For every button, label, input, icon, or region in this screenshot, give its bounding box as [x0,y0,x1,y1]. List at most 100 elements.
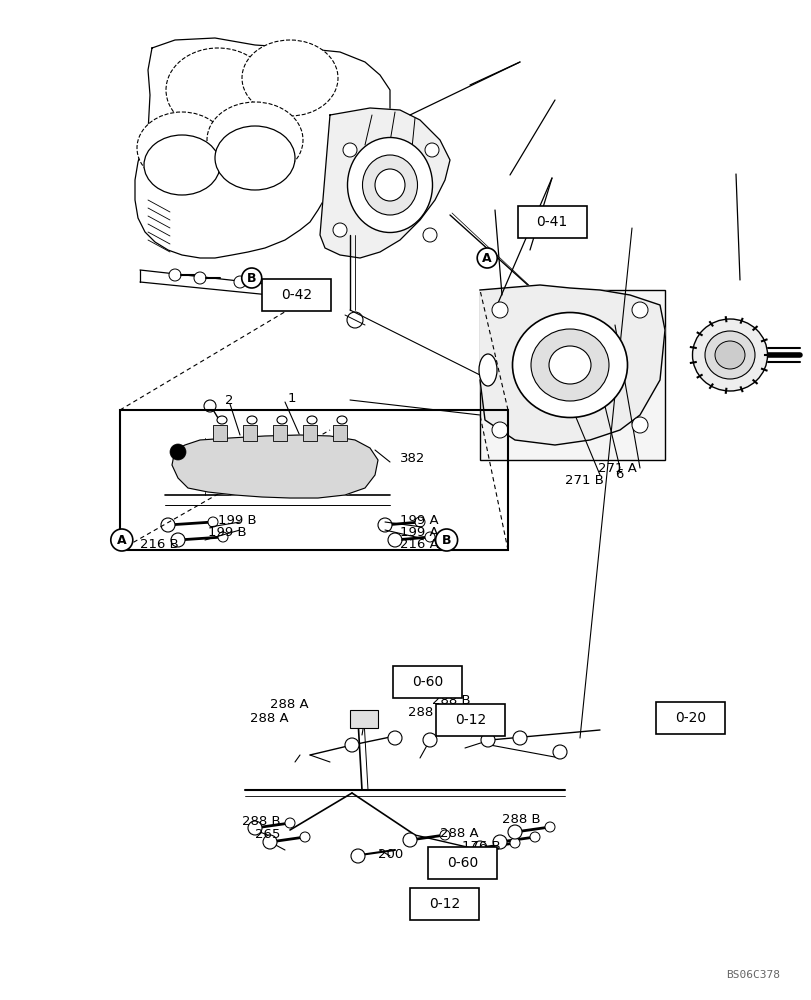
Text: 288 B: 288 B [501,813,540,826]
Circle shape [423,228,436,242]
Bar [242,425,257,441]
Text: 199 A: 199 A [400,514,438,526]
Text: A: A [482,251,491,264]
Text: 288 A: 288 A [250,711,288,724]
Circle shape [480,733,495,747]
Bar [261,279,331,311]
Ellipse shape [337,416,346,424]
Ellipse shape [375,169,405,201]
Polygon shape [172,435,378,498]
Circle shape [169,269,181,281]
Text: 288 A: 288 A [440,827,478,840]
Bar [436,704,504,736]
Polygon shape [135,38,389,258]
Ellipse shape [548,346,590,384]
Bar [517,206,586,238]
Bar [120,410,508,550]
Circle shape [378,518,392,532]
Ellipse shape [714,341,744,369]
Bar [350,710,378,728]
Text: 271 B: 271 B [564,474,603,487]
Bar [428,847,496,879]
Circle shape [169,444,186,460]
Text: 2: 2 [225,393,234,406]
Text: 216 A: 216 A [400,538,438,550]
Circle shape [473,841,487,855]
Text: 0-60: 0-60 [412,675,443,689]
Bar [272,425,286,441]
Circle shape [110,529,133,551]
Ellipse shape [347,138,432,233]
Bar [479,290,664,460]
Bar [393,666,462,698]
Bar [333,425,346,441]
Ellipse shape [704,331,754,379]
Circle shape [414,517,424,527]
Ellipse shape [165,48,270,132]
Text: 265: 265 [255,828,280,841]
Text: 288 A: 288 A [270,698,308,711]
Circle shape [217,532,228,542]
Circle shape [424,532,435,542]
Circle shape [513,731,526,745]
Circle shape [631,417,647,433]
Bar [410,888,479,920]
Circle shape [424,143,439,157]
Text: A: A [117,534,127,546]
Ellipse shape [217,416,227,424]
Circle shape [234,276,246,288]
Text: 382: 382 [400,452,425,464]
Circle shape [333,223,346,237]
Polygon shape [320,108,449,258]
Text: 200: 200 [378,848,403,861]
Circle shape [492,835,506,849]
Text: 216 B: 216 B [139,538,178,550]
Circle shape [423,733,436,747]
Bar [212,425,227,441]
Circle shape [342,143,357,157]
Ellipse shape [478,354,496,386]
Circle shape [388,731,401,745]
Text: 199 B: 199 B [217,514,256,526]
Text: 288 B: 288 B [407,706,446,718]
Circle shape [285,818,294,828]
Circle shape [346,312,363,328]
Text: 176 B: 176 B [461,840,500,853]
Text: 0-42: 0-42 [281,288,311,302]
Circle shape [402,833,417,847]
Ellipse shape [242,40,337,116]
Circle shape [477,248,496,268]
Ellipse shape [362,155,417,215]
Ellipse shape [144,135,220,195]
Bar [654,702,723,734]
Circle shape [509,838,519,848]
Text: BS06C378: BS06C378 [725,970,779,980]
Ellipse shape [215,126,294,190]
Circle shape [194,272,206,284]
Text: 271 A: 271 A [597,462,636,475]
Text: B: B [247,271,256,284]
Ellipse shape [247,416,257,424]
Text: 199 A: 199 A [400,526,438,538]
Text: 0-12: 0-12 [429,897,460,911]
Text: 0-60: 0-60 [447,856,478,870]
Circle shape [161,518,175,532]
Circle shape [388,533,401,547]
Ellipse shape [530,329,608,401]
Polygon shape [479,285,664,445]
Ellipse shape [692,319,766,391]
Circle shape [491,302,508,318]
Circle shape [345,738,358,752]
Ellipse shape [137,112,227,184]
Circle shape [508,825,521,839]
Circle shape [440,830,449,840]
Circle shape [435,529,457,551]
Circle shape [204,400,216,412]
Circle shape [299,832,310,842]
Circle shape [242,268,261,288]
Circle shape [263,835,277,849]
Ellipse shape [512,312,627,418]
Circle shape [631,302,647,318]
Ellipse shape [277,416,286,424]
Text: 288 B: 288 B [431,694,470,706]
